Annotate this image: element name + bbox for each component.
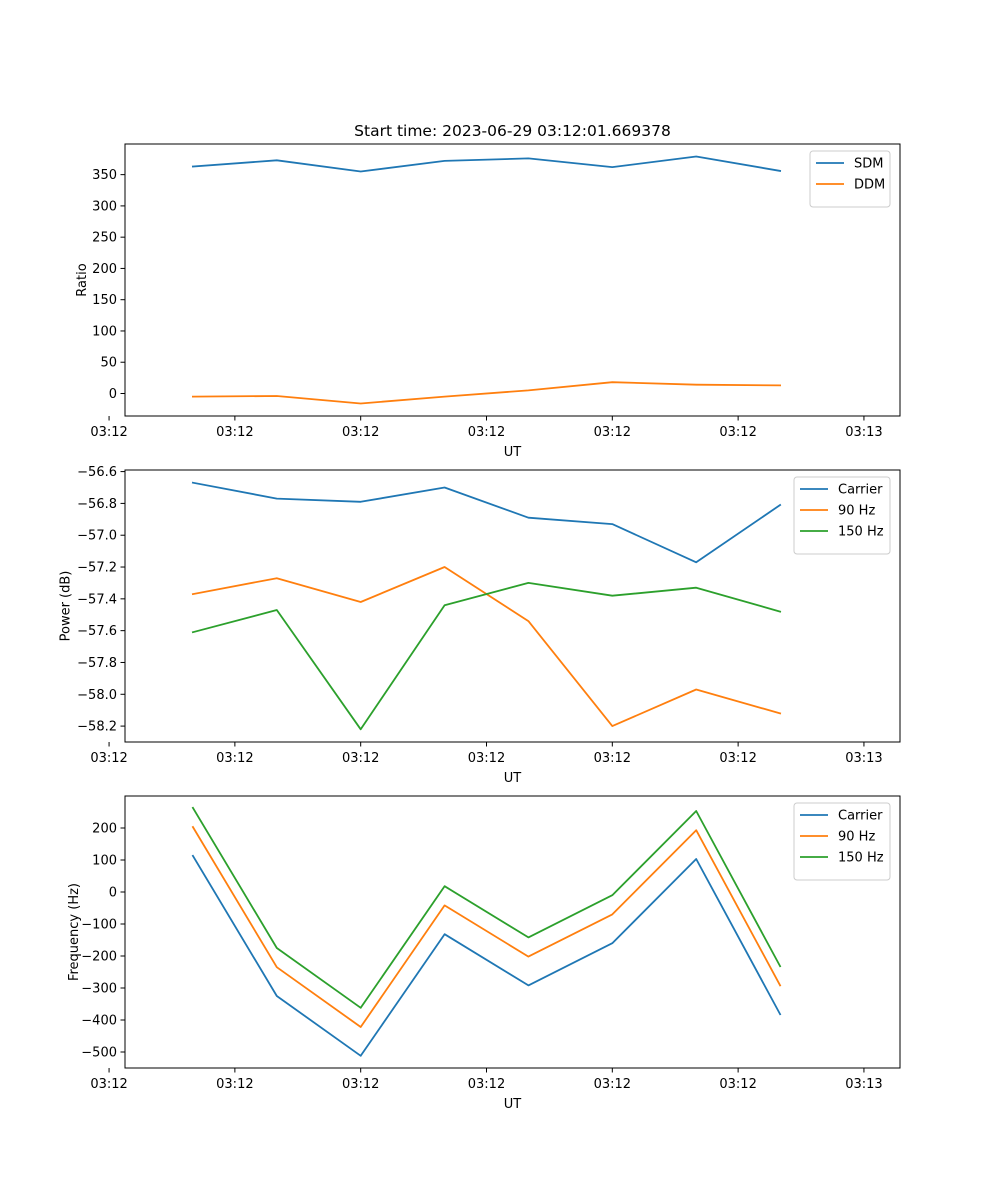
- legend-label: Carrier: [838, 809, 883, 824]
- legend: Carrier 90 Hz 150 Hz: [793, 476, 891, 555]
- y-tick-label: 200: [92, 822, 117, 837]
- x-tick-label: 03:12: [468, 1077, 505, 1092]
- x-tick-label: 03:12: [594, 751, 631, 766]
- y-tick-label: 0: [109, 387, 117, 402]
- y-tick-label: 100: [92, 854, 117, 869]
- subplot-2: 03:12 03:12 03:12 03:12 03:12 03:12 03:13 −58.2…: [59, 465, 901, 786]
- legend: SDM DDM: [809, 150, 891, 208]
- y-tick-label: 100: [92, 324, 117, 339]
- legend-box: [793, 802, 891, 881]
- x-tick-label: 03:12: [90, 1077, 127, 1092]
- y-axis-label: Frequency (Hz): [67, 883, 82, 981]
- x-tick-label: 03:12: [594, 425, 631, 440]
- x-tick-label: 03:13: [845, 1077, 882, 1092]
- y-tick-label: −56.8: [77, 497, 117, 512]
- series-line-3-1: [191, 854, 782, 1057]
- legend-label: 150 Hz: [838, 525, 884, 540]
- x-tick-label: 03:12: [216, 1077, 253, 1092]
- y-axis-label: Ratio: [75, 263, 90, 296]
- axes-frame: [124, 469, 901, 743]
- x-axis-label: UT: [504, 445, 522, 460]
- x-tick-label: 03:12: [342, 1077, 379, 1092]
- y-tick-label: 350: [92, 168, 117, 183]
- x-axis-label: UT: [504, 771, 522, 786]
- axes-frame: [124, 795, 901, 1069]
- y-tick-label: 200: [92, 262, 117, 277]
- x-tick-label: 03:12: [719, 425, 756, 440]
- y-axis-label: Power (dB): [59, 571, 74, 642]
- x-tick-label: 03:12: [342, 425, 379, 440]
- series-line-3-3: [191, 806, 782, 1009]
- chart-title: Start time: 2023-06-29 03:12:01.669378: [354, 122, 671, 140]
- y-tick-label: −57.2: [77, 561, 117, 576]
- y-tick-label: −57.8: [77, 656, 117, 671]
- y-tick-label: 50: [100, 356, 117, 371]
- x-tick-label: 03:12: [719, 1077, 756, 1092]
- y-tick-label: −58.0: [77, 688, 117, 703]
- y-tick-label: −100: [81, 918, 117, 933]
- series-line-1-1: [191, 155, 782, 173]
- series-line-2-3: [191, 582, 782, 731]
- series-line-2-1: [191, 481, 782, 564]
- legend-box: [809, 150, 891, 208]
- y-tick-label: −56.6: [77, 465, 117, 480]
- y-tick-label: −57.4: [77, 592, 117, 607]
- legend-box: [793, 476, 891, 555]
- x-tick-label: 03:12: [216, 751, 253, 766]
- series-line-3-2: [191, 825, 782, 1028]
- x-tick-label: 03:13: [845, 751, 882, 766]
- y-tick-label: −400: [81, 1014, 117, 1029]
- x-tick-label: 03:13: [845, 425, 882, 440]
- legend: Carrier 90 Hz 150 Hz: [793, 802, 891, 881]
- legend-label: Carrier: [838, 483, 883, 498]
- x-tick-label: 03:12: [719, 751, 756, 766]
- y-tick-label: −57.0: [77, 529, 117, 544]
- legend-label: SDM: [854, 157, 883, 172]
- axes-frame: [124, 143, 901, 417]
- x-tick-label: 03:12: [342, 751, 379, 766]
- legend-label: 90 Hz: [838, 830, 875, 845]
- series-line-1-2: [191, 381, 782, 405]
- y-tick-label: 150: [92, 293, 117, 308]
- y-tick-label: −58.2: [77, 720, 117, 735]
- y-tick-label: −57.6: [77, 624, 117, 639]
- series-line-2-2: [191, 566, 782, 727]
- x-tick-label: 03:12: [468, 751, 505, 766]
- x-tick-label: 03:12: [594, 1077, 631, 1092]
- y-tick-label: 0: [109, 886, 117, 901]
- subplot-1: 03:12 03:12 03:12 03:12 03:12 03:12 03:13 0 50 10…: [75, 143, 901, 460]
- y-tick-label: −500: [81, 1046, 117, 1061]
- y-tick-label: 300: [92, 199, 117, 214]
- legend-label: DDM: [854, 178, 885, 193]
- x-axis-label: UT: [504, 1097, 522, 1112]
- x-tick-label: 03:12: [468, 425, 505, 440]
- legend-label: 90 Hz: [838, 504, 875, 519]
- x-tick-label: 03:12: [90, 425, 127, 440]
- y-tick-label: 250: [92, 231, 117, 246]
- subplot-3: 03:12 03:12 03:12 03:12 03:12 03:12 03:13 −500 −…: [67, 795, 901, 1112]
- legend-label: 150 Hz: [838, 851, 884, 866]
- y-tick-label: −300: [81, 982, 117, 997]
- x-tick-label: 03:12: [216, 425, 253, 440]
- y-tick-label: −200: [81, 950, 117, 965]
- x-tick-label: 03:12: [90, 751, 127, 766]
